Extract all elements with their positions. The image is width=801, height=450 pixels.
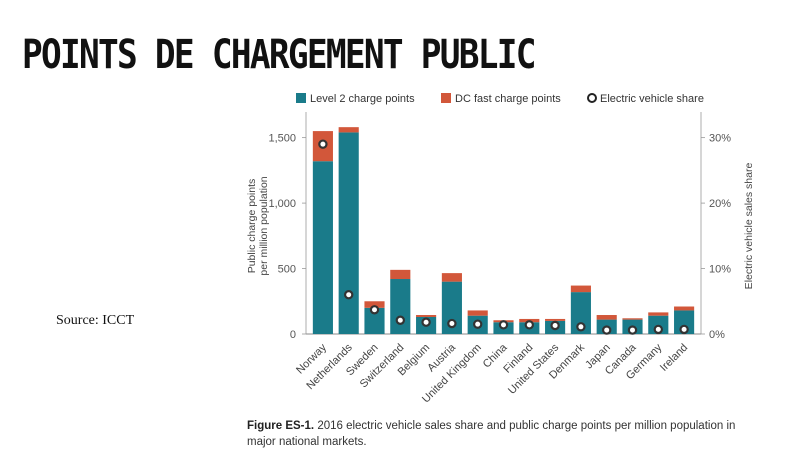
ev-share-point [679, 324, 689, 335]
ev-share-point [473, 319, 483, 329]
legend-label-ev-share: Electric vehicle share [600, 93, 704, 105]
y-tick-label: 1,500 [268, 133, 296, 145]
bar-level2 [441, 281, 462, 334]
figure-caption: Figure ES-1. 2016 electric vehicle sales… [247, 418, 767, 450]
bar-dcfast [338, 127, 359, 133]
bar-dcfast [596, 315, 617, 320]
caption-text: 2016 electric vehicle sales share and pu… [247, 420, 736, 448]
legend-label-dcfast: DC fast charge points [455, 93, 561, 105]
y2-tick-label: 20% [709, 198, 731, 210]
legend-swatch-dcfast [441, 93, 451, 103]
ev-share-point [498, 320, 509, 330]
bar-level2 [364, 307, 385, 334]
bar-dcfast [674, 306, 695, 311]
legend-swatch-level2 [296, 93, 306, 103]
bar-level2 [390, 279, 411, 334]
ev-share-point [576, 322, 586, 332]
y-axis-title: Public charge pointsper million populati… [246, 176, 270, 275]
ev-share-point [550, 320, 560, 331]
y-tick-label: 0 [290, 329, 296, 341]
y2-tick-label: 30% [709, 133, 731, 145]
ev-share-point [421, 317, 431, 327]
bar-dcfast [364, 301, 385, 308]
ev-share-point [344, 290, 354, 300]
ev-share-point [395, 315, 405, 325]
ev-share-point [653, 324, 664, 335]
bar-dcfast [390, 269, 411, 280]
ev-share-point [524, 320, 535, 330]
ev-share-point [369, 305, 380, 315]
x-tick-label: Ireland [658, 342, 690, 374]
bar-dcfast [467, 310, 488, 316]
bar-dcfast [441, 273, 462, 282]
caption-label: Figure ES-1. [247, 420, 315, 432]
bar-level2 [674, 310, 695, 334]
ev-share-point [602, 325, 612, 335]
bar-level2 [570, 292, 591, 334]
bar-dcfast [570, 285, 591, 293]
y2-axis-title: Electric vehicle sales share [743, 163, 755, 290]
y2-tick-label: 0% [709, 329, 725, 341]
y-tick-label: 500 [278, 264, 296, 276]
legend-label-level2: Level 2 charge points [310, 93, 415, 105]
ev-share-point [447, 318, 457, 329]
legend-marker-ev-share [587, 93, 597, 103]
y-tick-label: 1,000 [268, 198, 296, 210]
bar-dcfast [416, 315, 437, 317]
source-label: Source: ICCT [56, 313, 135, 328]
ev-share-point [627, 325, 638, 335]
bar-level2 [312, 161, 333, 334]
bar-level2 [338, 132, 359, 334]
ev-share-point [318, 139, 328, 149]
bar-dcfast [622, 318, 643, 320]
bar-dcfast [648, 312, 669, 316]
slide-title: POINTS DE CHARGEMENT PUBLIC [22, 32, 536, 78]
y2-tick-label: 10% [709, 264, 731, 276]
bar-dcfast [545, 318, 566, 321]
